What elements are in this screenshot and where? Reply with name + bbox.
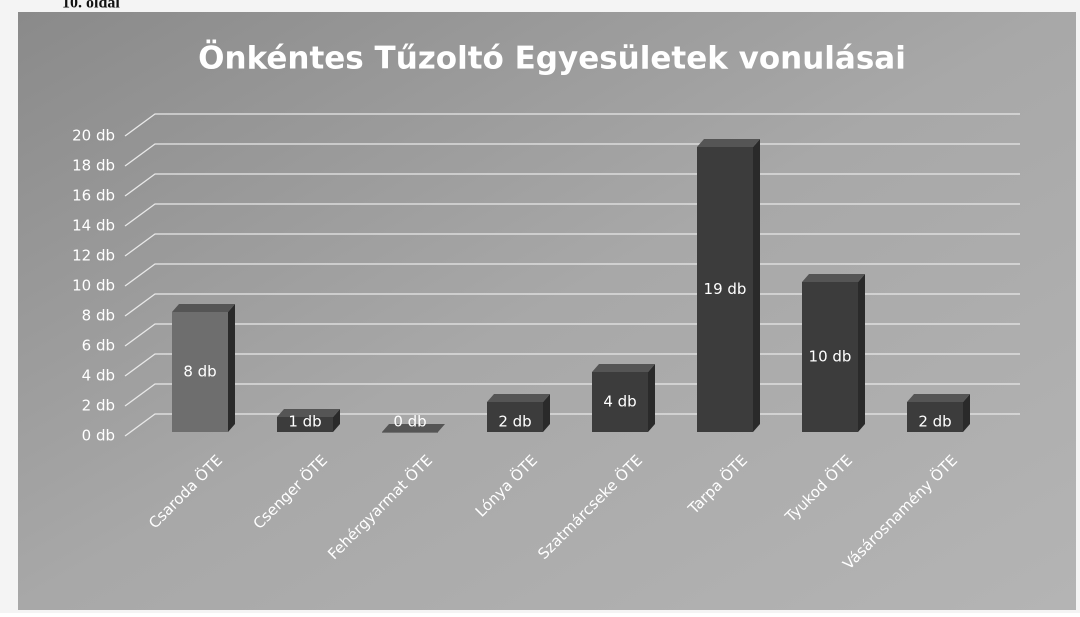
bar [802, 282, 858, 432]
y-tick-label: 8 db [82, 307, 115, 325]
bar [487, 402, 543, 432]
bar-top [487, 394, 550, 402]
y-tick-label: 16 db [72, 187, 115, 205]
bar [172, 312, 228, 432]
chart-title: Önkéntes Tűzoltó Egyesületek vonulásai [198, 40, 906, 77]
data-label: 10 db [809, 348, 852, 366]
bar-top [172, 304, 235, 312]
bar-side [963, 394, 970, 432]
bar-top [802, 274, 865, 282]
bar-side [543, 394, 550, 432]
y-tick-label: 20 db [72, 127, 115, 145]
bar [277, 417, 333, 432]
bar-top [697, 139, 760, 147]
page-header: 10. oldal [62, 0, 120, 12]
y-tick-label: 0 db [82, 427, 115, 445]
y-tick-label: 4 db [82, 367, 115, 385]
bar-side [753, 139, 760, 432]
bar [697, 147, 753, 432]
data-label: 4 db [603, 393, 636, 411]
data-label: 2 db [498, 413, 531, 431]
data-label: 8 db [183, 363, 216, 381]
data-label: 19 db [704, 280, 747, 298]
y-tick-label: 18 db [72, 157, 115, 175]
bar [592, 372, 648, 432]
bar-top [277, 409, 340, 417]
y-tick-label: 6 db [82, 337, 115, 355]
y-tick-label: 14 db [72, 217, 115, 235]
data-label: 2 db [918, 413, 951, 431]
bar-top [382, 424, 445, 432]
y-tick-label: 2 db [82, 397, 115, 415]
bar-side [648, 364, 655, 432]
y-tick-label: 10 db [72, 277, 115, 295]
bar [907, 402, 963, 432]
data-label: 1 db [288, 413, 321, 431]
bar-side [228, 304, 235, 432]
bar-top [592, 364, 655, 372]
bar-side [858, 274, 865, 432]
bar-side [333, 409, 340, 432]
data-label: 0 db [393, 413, 426, 431]
y-tick-label: 12 db [72, 247, 115, 265]
bar [382, 432, 438, 433]
grid-line [124, 113, 1020, 137]
bar-top [907, 394, 970, 402]
